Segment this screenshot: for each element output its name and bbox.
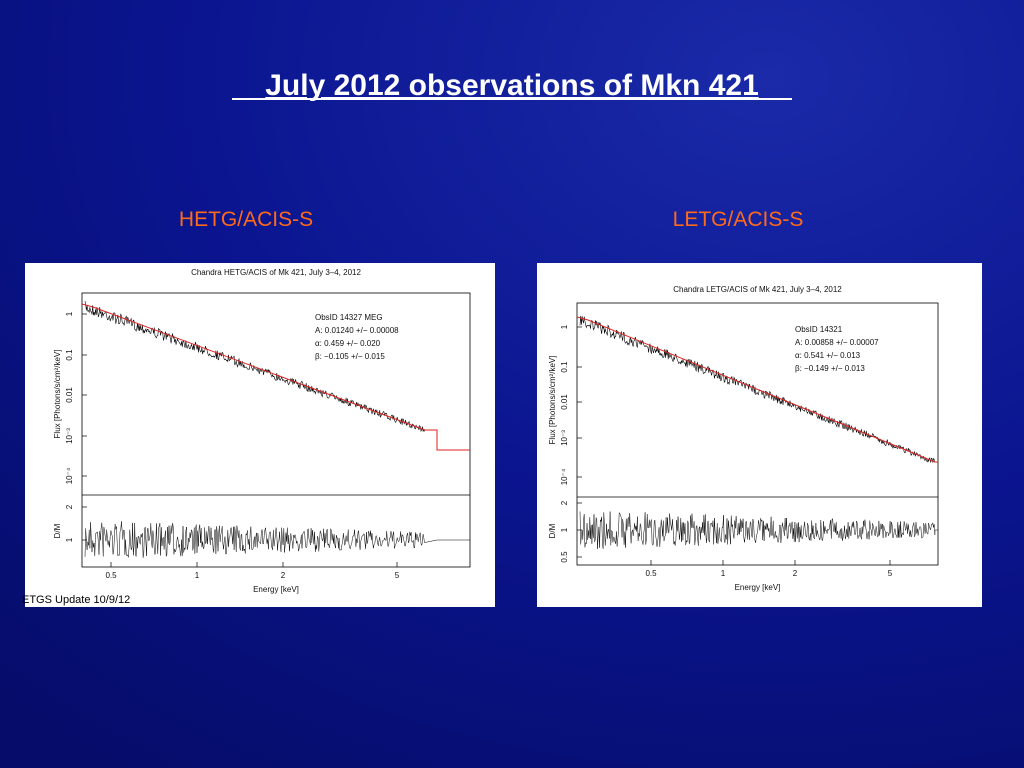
plot-title: Chandra HETG/ACIS of Mk 421, July 3–4, 2… [191,268,361,277]
x-tick-label: 2 [793,569,798,578]
ratio-tick-label: 2 [65,504,74,509]
y-tick-label: 10⁻³ [560,430,569,446]
fit-annotation: β: −0.105 +/− 0.015 [315,352,385,361]
slide-title: July 2012 observations of Mkn 421 [265,69,759,102]
fit-annotation: A: 0.01240 +/− 0.00008 [315,326,399,335]
plot-frame [576,302,939,566]
model-line [81,303,470,451]
fit-annotation: α: 0.459 +/− 0.020 [315,339,381,348]
x-tick-label: 5 [888,569,893,578]
y-tick-label: 10⁻⁴ [65,467,74,484]
plot-title: Chandra LETG/ACIS of Mk 421, July 3–4, 2… [673,285,842,294]
plot-image [537,263,982,607]
fit-annotation: α: 0.541 +/− 0.013 [795,351,861,360]
spectrum [84,300,425,433]
y-tick-label: 0.01 [560,394,569,410]
y-tick-label: 1 [65,311,74,316]
plot-image [25,263,495,607]
ratio-axis-label: D/M [53,523,62,538]
spectrum [579,315,936,463]
fit-annotation: ObsID 14327 MEG [315,313,383,322]
fit-annotation: A: 0.00858 +/− 0.00007 [795,338,879,347]
x-tick-label: 1 [195,571,200,580]
model-line [576,316,938,463]
plot-frame [81,292,471,568]
x-axis-label: Energy [keV] [735,583,781,592]
ratio-tick-label: 1 [560,527,569,532]
y-tick-label: 1 [560,324,569,329]
y-tick-label: 10⁻⁴ [560,468,569,485]
ratio-curve [579,511,938,549]
ratio-curve [84,521,470,558]
panel-label: HETG/ACIS-S [179,208,313,231]
y-axis-label: Flux [Photons/s/cm²/keV] [548,356,557,445]
y-tick-label: 10⁻³ [65,428,74,444]
y-tick-label: 0.1 [560,361,569,373]
plots: Chandra HETG/ACIS of Mk 421, July 3–4, 2… [53,268,939,594]
y-tick-label: 0.1 [65,349,74,361]
y-axis-label: Flux [Photons/s/cm²/keV] [53,350,62,439]
ratio-tick-label: 2 [560,500,569,505]
fit-annotation: β: −0.149 +/− 0.013 [795,364,865,373]
x-tick-label: 2 [281,571,286,580]
x-axis-label: Energy [keV] [253,585,299,594]
ratio-tick-label: 1 [65,537,74,542]
x-tick-label: 0.5 [105,571,117,580]
x-tick-label: 5 [395,571,400,580]
footer: ETGS Update 10/9/12 [22,594,130,606]
x-tick-label: 0.5 [645,569,657,578]
ratio-tick-label: 0.5 [560,551,569,563]
ratio-axis-label: D/M [548,523,557,538]
panel-label: LETG/ACIS-S [673,208,804,231]
x-tick-label: 1 [721,569,726,578]
fit-annotation: ObsID 14321 [795,325,843,334]
y-tick-label: 0.01 [65,387,74,403]
